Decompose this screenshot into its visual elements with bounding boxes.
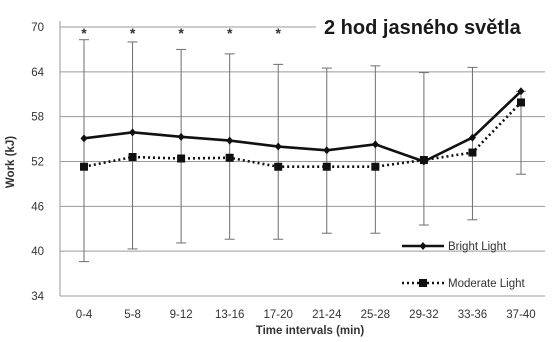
legend-label: Bright Light <box>448 241 507 253</box>
point-bright <box>323 146 331 155</box>
x-tick-label: 37-40 <box>506 309 535 321</box>
point-moderate <box>225 153 234 162</box>
point-bright <box>517 87 525 96</box>
significance-asterisk: * <box>81 25 87 41</box>
x-tick-label: 5-8 <box>124 309 141 321</box>
x-tick-labels: 0-4 5-8 9-12 13-16 17-20 21-24 25-28 29-32 33-36… <box>76 309 536 321</box>
x-tick-label: 21-24 <box>312 309 342 321</box>
y-tick-label: 58 <box>31 112 44 124</box>
significance-asterisk: * <box>227 25 233 41</box>
y-tick-label: 64 <box>31 67 44 79</box>
point-moderate <box>371 162 380 171</box>
legend: Bright Light Moderate Light <box>402 241 526 290</box>
point-moderate <box>517 98 525 107</box>
significance-asterisk: * <box>130 25 136 41</box>
series-lines <box>83 90 522 169</box>
point-bright <box>226 136 234 145</box>
y-tick-label: 46 <box>31 201 44 213</box>
point-moderate <box>419 156 428 165</box>
legend-marker <box>419 242 427 250</box>
significance-asterisk: * <box>178 25 184 41</box>
title-background <box>316 10 550 44</box>
point-moderate <box>80 162 88 171</box>
y-axis-title: Work (kJ) <box>5 136 17 188</box>
point-moderate <box>468 148 477 157</box>
point-bright <box>371 140 379 149</box>
point-bright <box>274 142 282 151</box>
grid-lines <box>59 21 545 297</box>
point-moderate <box>177 154 186 163</box>
y-tick-label: 40 <box>31 246 44 258</box>
x-tick-label: 29-32 <box>409 309 438 321</box>
x-tick-label: 0-4 <box>76 309 93 321</box>
x-tick-label: 13-16 <box>215 309 244 321</box>
point-moderate <box>128 153 137 162</box>
error-bars <box>79 39 526 263</box>
x-tick-label: 17-20 <box>264 309 293 321</box>
legend-marker <box>419 279 427 287</box>
point-moderate <box>274 162 283 171</box>
legend-label: Moderate Light <box>448 278 526 290</box>
point-moderate <box>322 162 331 171</box>
y-tick-label: 34 <box>31 291 44 303</box>
y-tick-labels: 34 40 46 52 58 64 70 <box>31 22 44 303</box>
chart-title: 2 hod jasného světla <box>324 17 522 39</box>
point-bright <box>129 128 137 137</box>
y-tick-label: 52 <box>31 157 44 169</box>
series-line-moderate <box>83 101 522 169</box>
x-axis-title: Time intervals (min) <box>256 325 365 337</box>
point-bright <box>177 132 185 141</box>
x-tick-label: 9-12 <box>170 309 193 321</box>
series-markers <box>80 87 525 171</box>
series-line-bright <box>83 90 522 163</box>
point-bright <box>80 134 88 143</box>
point-bright <box>468 133 476 142</box>
y-tick-label: 70 <box>31 22 44 34</box>
x-tick-label: 25-28 <box>361 309 390 321</box>
x-tick-label: 33-36 <box>458 309 487 321</box>
significance-asterisk: * <box>275 25 281 41</box>
